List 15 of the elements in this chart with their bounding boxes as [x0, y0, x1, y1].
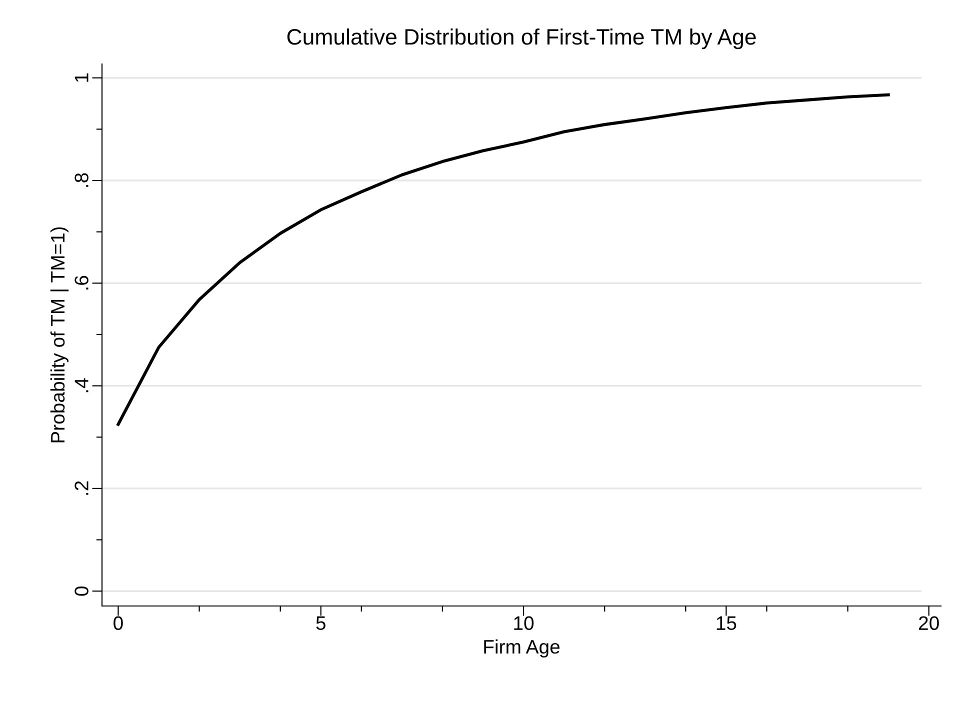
x-tick-label: 0 — [114, 616, 123, 630]
x-axis-title: Firm Age — [484, 639, 560, 658]
x-tick-label: 10 — [514, 616, 534, 630]
y-tick-label: .2 — [74, 481, 88, 495]
x-tick-label: 20 — [919, 616, 939, 630]
y-tick-label: .6 — [74, 276, 88, 290]
line-series — [116, 93, 890, 426]
x-tick-label: 15 — [716, 616, 736, 630]
y-tick-label: 1 — [74, 73, 88, 82]
y-axis-title: Probability of TM | TM=1) — [50, 227, 69, 442]
x-tick-label: 5 — [316, 616, 326, 630]
y-tick-label: .4 — [74, 378, 88, 392]
chart-title: Cumulative Distribution of First-Time TM by Age — [287, 28, 756, 50]
y-tick-label: .8 — [74, 173, 88, 187]
y-tick-label: 0 — [74, 586, 88, 596]
